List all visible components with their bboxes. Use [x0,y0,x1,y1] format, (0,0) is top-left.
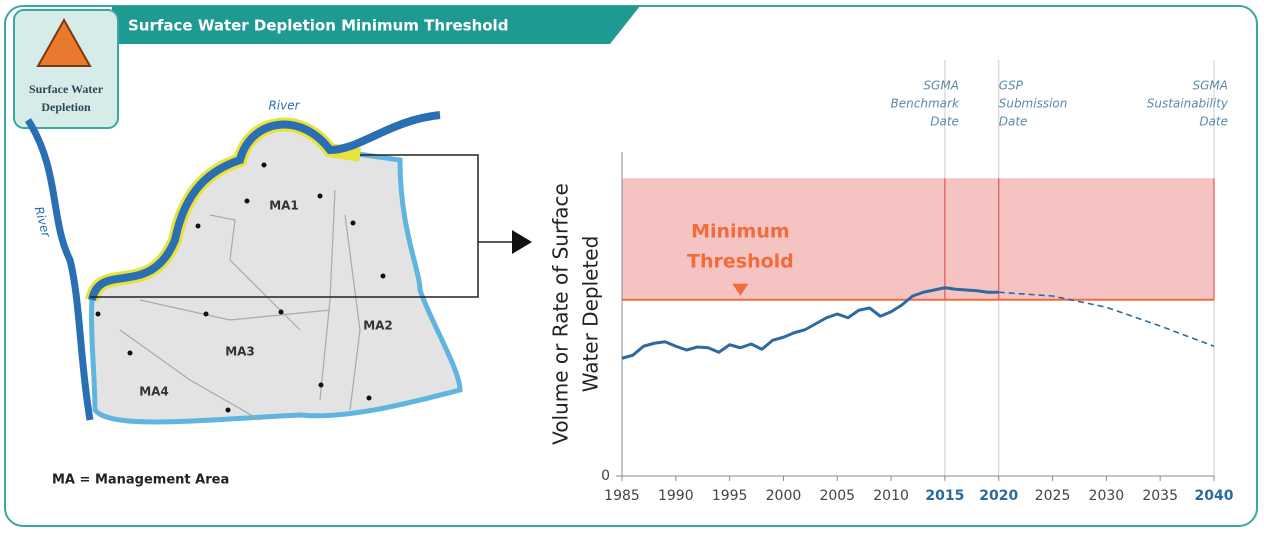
date-label: Date [930,115,959,129]
wells [95,162,386,413]
title: Surface Water Depletion Minimum Threshol… [128,17,508,35]
river-label: River [268,99,300,113]
area-label: MA2 [363,319,393,333]
x-tick-label: 1995 [712,488,748,504]
chart: SGMA Benchmark Date GSP Submission Date SGMA Su… [549,60,1234,504]
x-tick-label: 1985 [604,488,640,504]
icon-label: Depletion [41,100,91,114]
x-tick-label: 1990 [658,488,694,504]
x-tick-label: 2040 [1195,488,1234,504]
x-tick-label: 2020 [979,488,1018,504]
river [25,118,94,421]
arrow-head [512,230,532,254]
threshold-label: Minimum [691,221,790,243]
title-banner [112,6,640,44]
date-label: SGMA [1193,79,1228,93]
date-label: Date [1199,115,1228,129]
map: River River MA1 MA2 MA3 MA4 MA = Managem… [25,99,532,488]
date-label: Benchmark [891,97,960,111]
date-label: SGMA [923,79,958,93]
icon-box [13,9,119,129]
threshold-band [622,178,1214,300]
x-tick-label: 2030 [1089,488,1125,504]
x-tick-label: 2025 [1035,488,1071,504]
threshold-label: Threshold [687,251,794,273]
y-axis-label: Volume or Rate of Surface [549,183,573,445]
threshold-marker [732,283,749,296]
area-label: MA3 [225,345,255,359]
date-label: Sustainability [1147,97,1229,111]
boundary [119,189,361,421]
river [88,111,441,302]
map-legend: MA = Management Area [52,473,229,488]
x-tick-label: 2035 [1142,488,1178,504]
date-label: Submission [999,97,1068,111]
x-tick-label: 2015 [925,488,964,504]
date-label: GSP [999,79,1024,93]
icon [36,17,92,67]
x-tick-label: 2005 [819,488,855,504]
series-line [621,286,999,360]
area-label: MA4 [139,385,169,399]
zoom-box [90,154,479,298]
y-axis-label: Water Depleted [579,236,603,393]
icon-label: Surface Water [29,82,104,96]
x-tick-label: 2000 [766,488,802,504]
y-tick-label: 0 [601,468,610,484]
area-label: MA1 [269,199,299,213]
series-line [998,291,1215,347]
x-tick-label: 2010 [873,488,909,504]
date-label: Date [999,115,1028,129]
